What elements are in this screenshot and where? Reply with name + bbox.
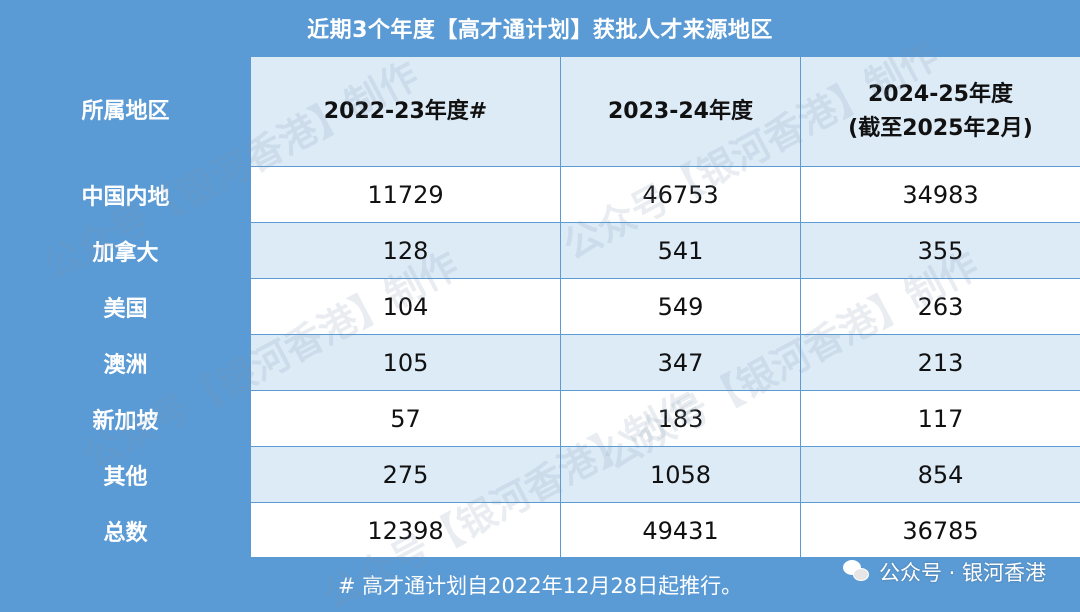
region-cell: 中国内地 [0,166,251,223]
value-cell: 36785 [800,502,1080,559]
region-cell: 澳洲 [0,334,251,391]
table-row: 加拿大 128 541 355 [0,222,1080,279]
data-table: 所属地区 2022-23年度# 2023-24年度 2024-25年度 (截至2… [0,56,1080,559]
value-cell: 49431 [560,502,801,559]
value-cell: 183 [560,390,801,447]
value-cell: 347 [560,334,801,391]
account-badge: 公众号 · 银河香港 [842,552,1046,592]
value-cell: 12398 [250,502,561,559]
table-row: 澳洲 105 347 213 [0,334,1080,391]
value-cell: 11729 [250,166,561,223]
region-cell: 总数 [0,502,251,559]
table-row: 总数 12398 49431 36785 [0,502,1080,559]
value-cell: 57 [250,390,561,447]
account-badge-text: 公众号 · 银河香港 [878,561,1046,585]
table-row: 新加坡 57 183 117 [0,390,1080,447]
value-cell: 263 [800,278,1080,335]
column-header-2024-25: 2024-25年度 (截至2025年2月) [800,56,1080,167]
value-cell: 128 [250,222,561,279]
column-header-region: 所属地区 [0,56,251,167]
value-cell: 105 [250,334,561,391]
value-cell: 46753 [560,166,801,223]
column-header-2022-23: 2022-23年度# [250,56,561,167]
region-cell: 新加坡 [0,390,251,447]
footer-note: # 高才通计划自2022年12月28日起推行。 [0,557,1080,612]
value-cell: 117 [800,390,1080,447]
table-row: 其他 275 1058 854 [0,446,1080,503]
value-cell: 355 [800,222,1080,279]
region-cell: 美国 [0,278,251,335]
footer-note-text: # 高才通计划自2022年12月28日起推行。 [337,573,743,598]
value-cell: 104 [250,278,561,335]
column-header-2023-24: 2023-24年度 [560,56,801,167]
column-header-2024-25-line2: (截至2025年2月) [848,115,1033,141]
value-cell: 854 [800,446,1080,503]
value-cell: 213 [800,334,1080,391]
table-row: 中国内地 11729 46753 34983 [0,166,1080,223]
region-cell: 加拿大 [0,222,251,279]
value-cell: 34983 [800,166,1080,223]
value-cell: 549 [560,278,801,335]
value-cell: 1058 [560,446,801,503]
wechat-icon [842,560,871,584]
region-cell: 其他 [0,446,251,503]
table-title: 近期3个年度【高才通计划】获批人才来源地区 [0,0,1080,56]
table-row: 美国 104 549 263 [0,278,1080,335]
value-cell: 275 [250,446,561,503]
header-row: 所属地区 2022-23年度# 2023-24年度 2024-25年度 (截至2… [0,56,1080,167]
title-text: 近期3个年度【高才通计划】获批人才来源地区 [307,18,773,43]
value-cell: 541 [560,222,801,279]
column-header-2024-25-line1: 2024-25年度 [868,81,1013,107]
